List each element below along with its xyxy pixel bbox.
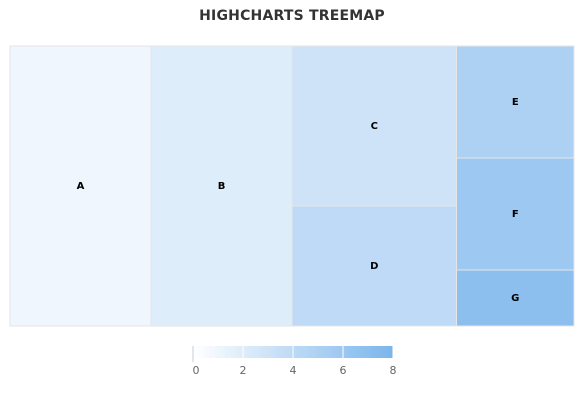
treemap-cell-label: C [371, 121, 378, 132]
treemap-cell-label: B [218, 181, 226, 192]
treemap-cells: A B C D E F G [9, 45, 575, 327]
treemap-cell-label: E [512, 97, 519, 108]
treemap-cell-rect[interactable] [456, 45, 575, 159]
treemap-cell-label: A [77, 181, 85, 192]
treemap-cell-f[interactable]: F [456, 157, 575, 271]
treemap-cell-label: F [512, 209, 519, 220]
chart-title: HIGHCHARTS TREEMAP [199, 8, 385, 24]
color-axis-legend: 0 2 4 6 8 [192, 346, 397, 377]
treemap-cell-g[interactable]: G [456, 269, 575, 327]
color-axis-tick-label: 6 [340, 364, 347, 377]
treemap-cell-d[interactable]: D [291, 205, 457, 327]
color-axis-tick-label: 2 [240, 364, 247, 377]
treemap-cell-c[interactable]: C [291, 45, 457, 207]
treemap-cell-e[interactable]: E [456, 45, 575, 159]
color-axis-tick-label: 4 [290, 364, 297, 377]
treemap-cell-label: G [511, 293, 519, 304]
color-axis-tick-label: 8 [390, 364, 397, 377]
treemap-cell-a[interactable]: A [9, 45, 152, 327]
color-axis-tick-label: 0 [193, 364, 200, 377]
treemap-cell-rect[interactable] [456, 157, 575, 271]
treemap-cell-rect[interactable] [456, 269, 575, 327]
treemap-cell-label: D [370, 261, 378, 272]
treemap-cell-b[interactable]: B [150, 45, 293, 327]
treemap-cell-rect[interactable] [150, 45, 293, 327]
treemap-cell-rect[interactable] [291, 205, 457, 327]
